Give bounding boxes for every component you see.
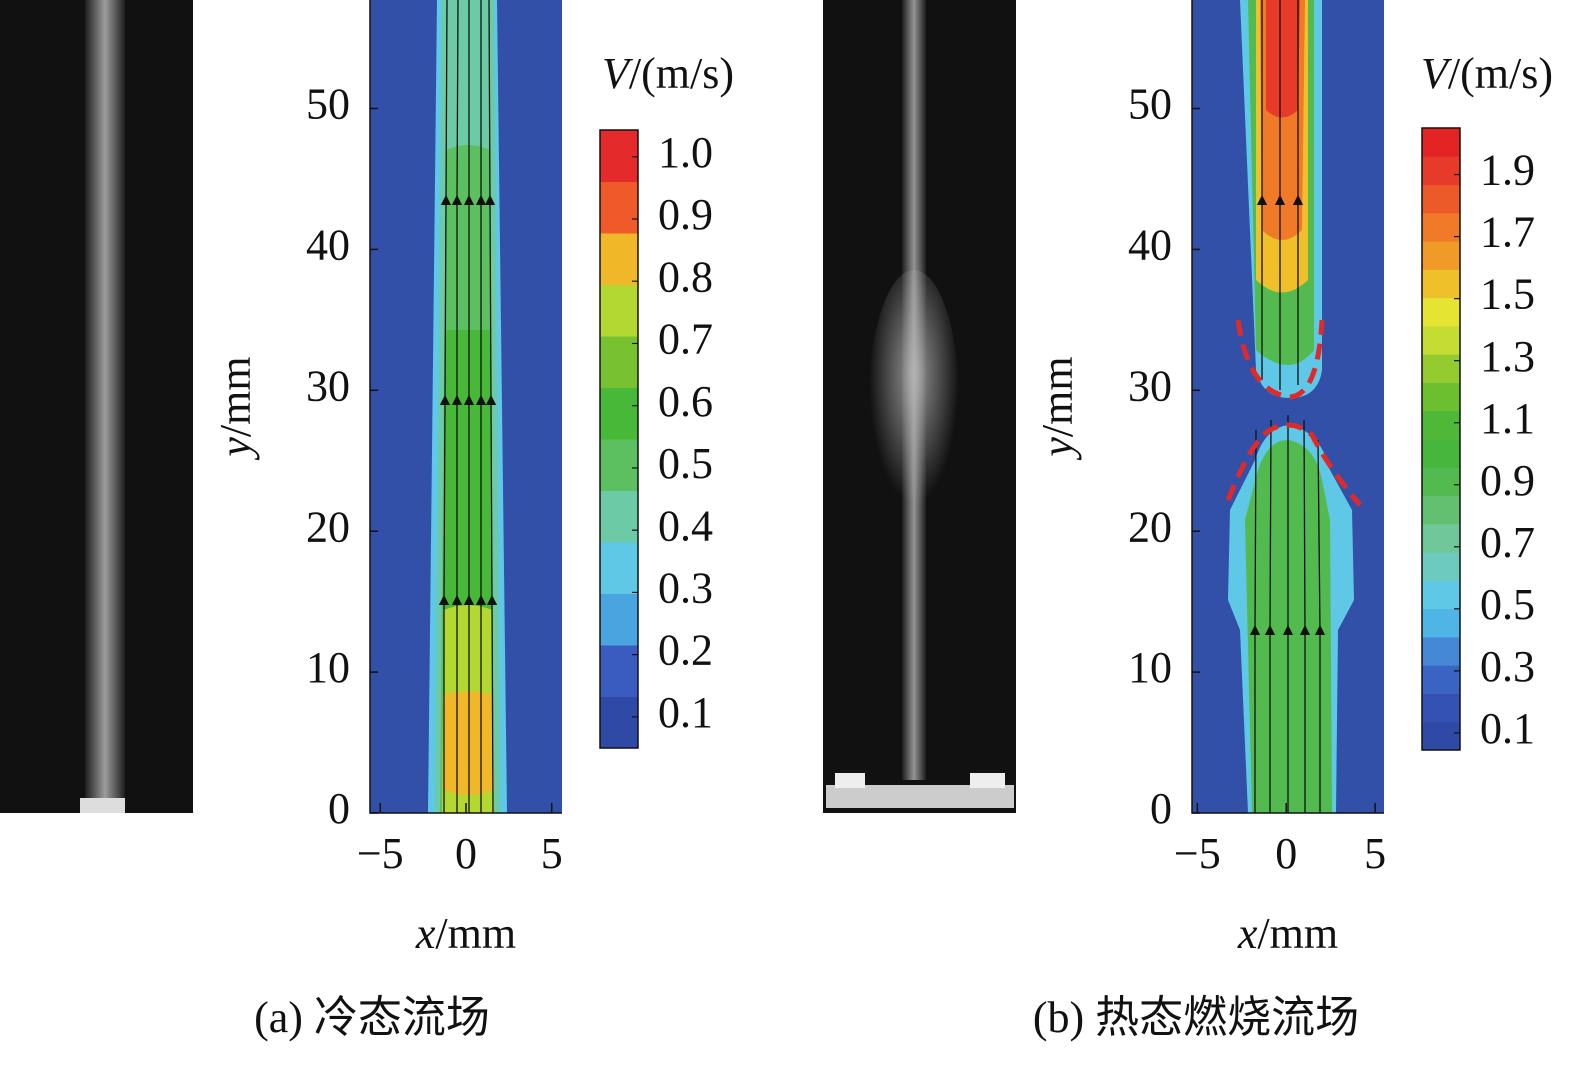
- colorbar-band: [600, 387, 638, 440]
- colorbar-tick-label: 1.0: [658, 128, 713, 177]
- colorbar-band: [1422, 636, 1460, 666]
- colorbar-tick-label: 1.7: [1480, 208, 1535, 257]
- colorbar-band: [600, 336, 638, 388]
- colorbar-tick-label: 1.9: [1480, 146, 1535, 195]
- colorbar-band: [1422, 693, 1460, 723]
- colorbar-tick-label: 0.6: [658, 377, 713, 426]
- colorbar-tick-label: 0.7: [1480, 518, 1535, 567]
- x-tick-label: 5: [1364, 829, 1386, 878]
- colorbar-band: [600, 284, 638, 337]
- colorbar-title: V/(m/s): [1421, 49, 1553, 98]
- colorbar-band: [1422, 580, 1460, 610]
- y-tick-label: 50: [1128, 80, 1172, 129]
- x-axis-unit: /mm: [1257, 909, 1338, 958]
- y-tick-label: 10: [306, 643, 350, 692]
- colorbar-band: [600, 593, 638, 646]
- colorbar-tick-label: 0.8: [658, 252, 713, 301]
- x-axis-var: x: [415, 909, 436, 958]
- colorbar-band: [1422, 212, 1460, 242]
- colorbar-band: [600, 645, 638, 697]
- panel-caption: (b) 热态燃烧流场: [1033, 993, 1359, 1042]
- colorbar-band: [600, 439, 638, 491]
- colorbar-unit: /(m/s): [1448, 49, 1553, 98]
- colorbar-tick-label: 0.5: [658, 439, 713, 488]
- colorbar-band: [600, 233, 638, 285]
- colorbar-band: [1422, 184, 1460, 214]
- contour-field-hot: [1192, 0, 1384, 813]
- colorbar-band: [600, 542, 638, 594]
- x-tick-label: 5: [541, 829, 563, 878]
- colorbar-frame: [1421, 127, 1461, 751]
- colorbar-band: [600, 181, 638, 234]
- colorbar-tick-label: 0.7: [658, 315, 713, 364]
- colorbar-var: V: [602, 49, 634, 98]
- colorbar-band: [1422, 410, 1460, 440]
- colorbar-tick-label: 1.5: [1480, 270, 1535, 319]
- y-tick-label: 40: [306, 220, 350, 269]
- y-axis-label: y/mm: [211, 356, 260, 460]
- x-axis-label: x/mm: [415, 909, 516, 958]
- colorbar-band: [1422, 156, 1460, 186]
- y-tick-label: 20: [306, 502, 350, 551]
- y-axis-unit: /mm: [1033, 356, 1082, 437]
- colorbar-tick-label: 0.1: [658, 688, 713, 737]
- y-axis-label: y/mm: [1033, 356, 1082, 460]
- colorbar-band: [1422, 721, 1460, 751]
- colorbar-band: [1422, 608, 1460, 638]
- colorbar-band: [1422, 495, 1460, 525]
- colorbar-band: [1422, 128, 1460, 157]
- x-axis-var: x: [1237, 909, 1258, 958]
- y-axis-var: y: [1033, 437, 1082, 461]
- colorbar-tick-label: 0.9: [658, 190, 713, 239]
- colorbar-var: V: [1421, 49, 1453, 98]
- colorbar-tick-label: 0.4: [658, 501, 713, 550]
- colorbar-band: [1422, 354, 1460, 383]
- panel-caption: (a) 冷态流场: [254, 993, 490, 1042]
- colorbar-band: [1422, 467, 1460, 497]
- y-tick-label: 30: [1128, 361, 1172, 410]
- colorbar-tick-label: 0.3: [1480, 642, 1535, 691]
- colorbar-tick-label: 0.9: [1480, 456, 1535, 505]
- y-tick-label: 30: [306, 361, 350, 410]
- colorbar-frame: [599, 129, 639, 749]
- colorbar-band: [1422, 552, 1460, 581]
- colorbar-band: [600, 490, 638, 543]
- photo-cold: [0, 0, 193, 813]
- colorbar-tick-label: 0.1: [1480, 704, 1535, 753]
- colorbar-band: [1422, 382, 1460, 412]
- colorbar-tick-label: 1.1: [1480, 394, 1535, 443]
- colorbar-band: [1422, 665, 1460, 694]
- x-tick-label: −5: [1174, 829, 1221, 878]
- colorbar-band: [1422, 297, 1460, 327]
- photo-hot: [823, 0, 1016, 813]
- colorbar-unit: /(m/s): [629, 49, 734, 98]
- x-axis-label: x/mm: [1237, 909, 1338, 958]
- x-tick-label: 0: [455, 829, 477, 878]
- colorbar-band: [1422, 269, 1460, 299]
- colorbar-tick-label: 0.5: [1480, 580, 1535, 629]
- colorbar-band: [600, 130, 638, 182]
- y-tick-label: 10: [1128, 643, 1172, 692]
- x-tick-label: 0: [1275, 829, 1297, 878]
- colorbar-title: V/(m/s): [602, 49, 734, 98]
- contour-field-cold: [370, 0, 562, 814]
- colorbar-tick-label: 0.3: [658, 564, 713, 613]
- y-tick-label: 0: [1150, 784, 1172, 833]
- y-tick-label: 40: [1128, 220, 1172, 269]
- colorbar-tick-label: 0.2: [658, 626, 713, 675]
- x-tick-label: −5: [357, 829, 404, 878]
- colorbar-band: [600, 696, 638, 749]
- y-tick-label: 20: [1128, 502, 1172, 551]
- colorbar-band: [1422, 241, 1460, 270]
- x-axis-unit: /mm: [435, 909, 516, 958]
- colorbar-band: [1422, 523, 1460, 553]
- y-tick-label: 50: [306, 80, 350, 129]
- colorbar-tick-label: 1.3: [1480, 332, 1535, 381]
- y-axis-unit: /mm: [211, 356, 260, 437]
- colorbar-band: [1422, 325, 1460, 355]
- y-tick-label: 0: [328, 784, 350, 833]
- y-axis-var: y: [211, 437, 260, 461]
- colorbar-band: [1422, 439, 1460, 468]
